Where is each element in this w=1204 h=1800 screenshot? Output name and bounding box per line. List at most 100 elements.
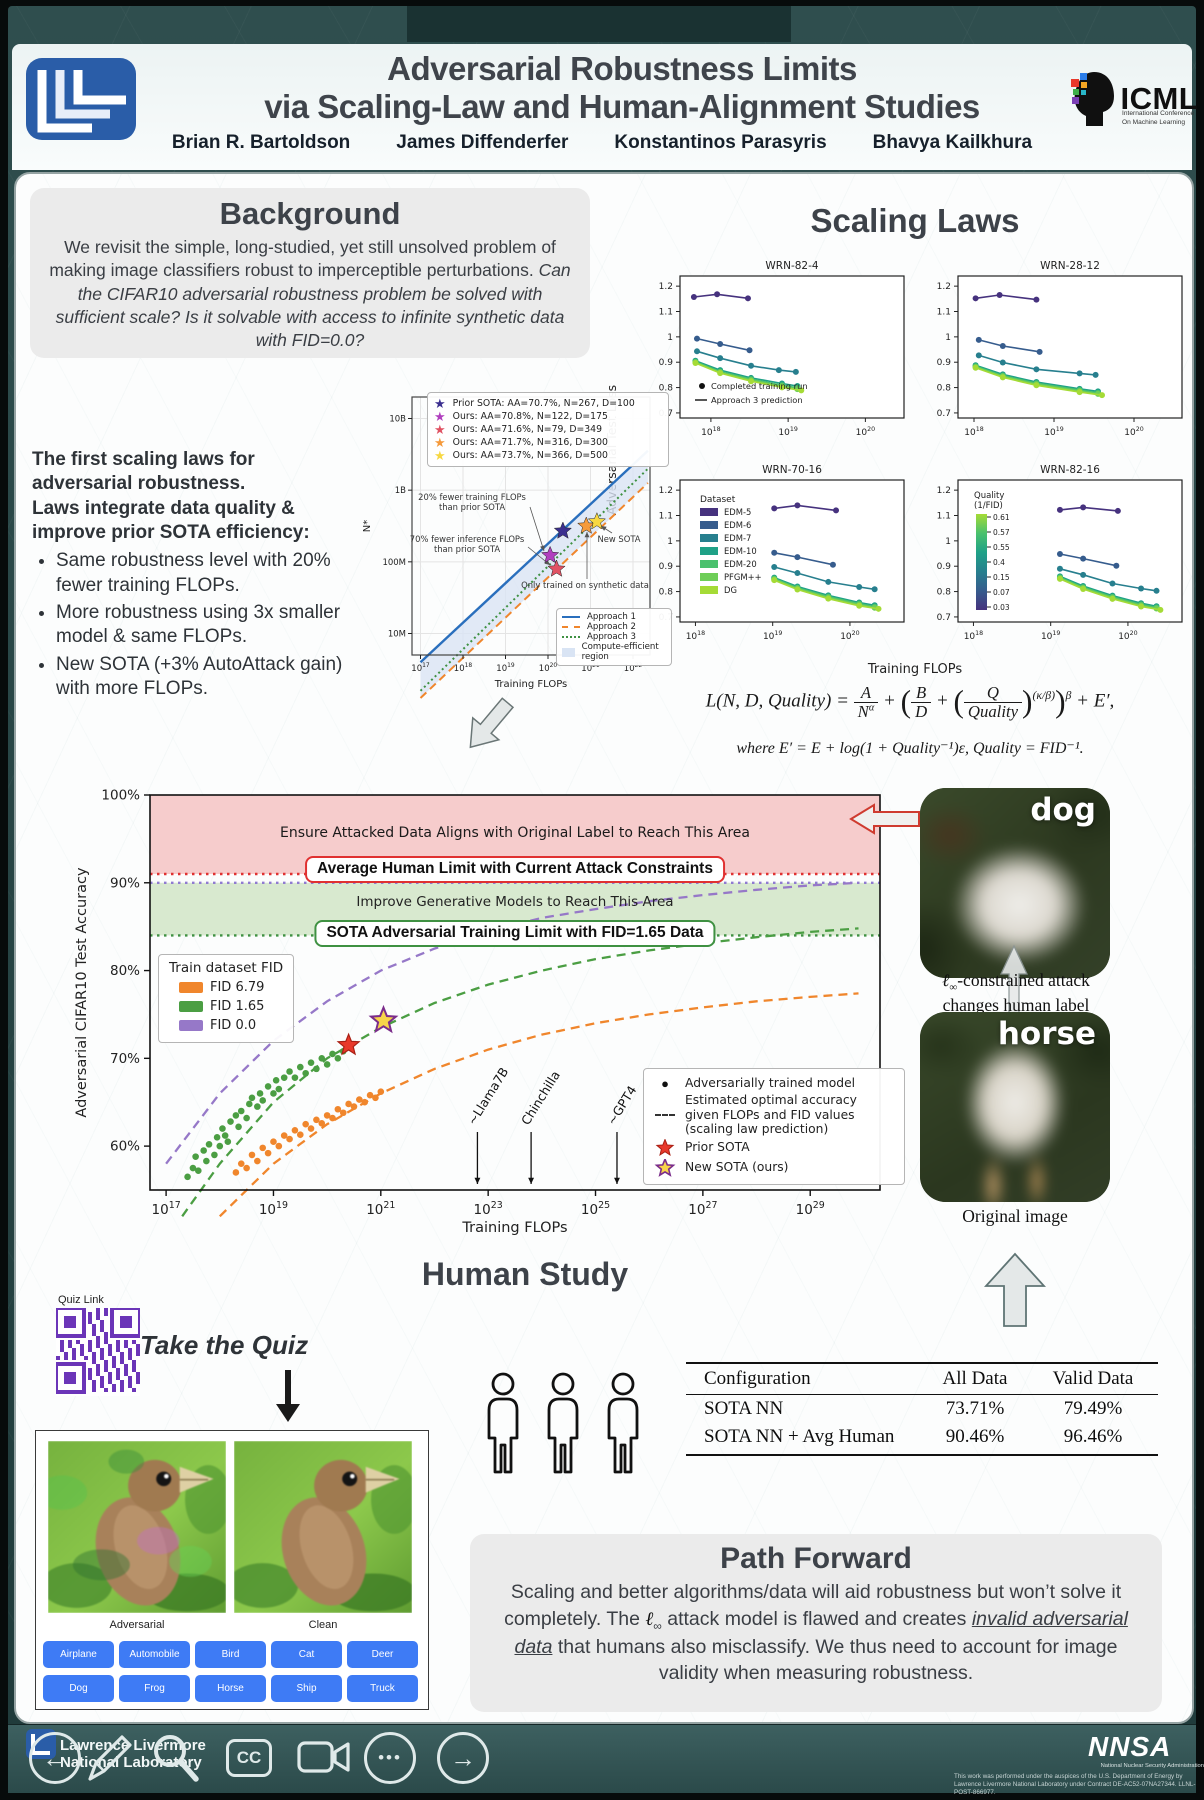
svg-text:100M: 100M — [382, 558, 406, 568]
key-finding-item: Same robustness level with 20% fewer tra… — [56, 549, 354, 598]
forward-button[interactable]: → — [437, 1732, 489, 1784]
background-question: Can the CIFAR10 adversarial robustness p… — [55, 260, 571, 351]
human-limit-label: Average Human Limit with Current Attack … — [305, 856, 725, 883]
class-button-airplane[interactable]: Airplane — [43, 1641, 114, 1668]
subplot-wrn-70-16: WRN-70-160.70.80.911.11.2101810191020Dat… — [640, 462, 912, 667]
class-button-automobile[interactable]: Automobile — [119, 1641, 190, 1668]
svg-text:1020: 1020 — [1118, 630, 1137, 642]
zoom-tool-button[interactable] — [148, 1729, 202, 1785]
legend-entry: ★ Ours: AA=70.8%, N=122, D=175 — [434, 409, 608, 424]
svg-text:0.8: 0.8 — [659, 588, 674, 598]
legend-entry: Estimated optimal accuracy given FLOPs an… — [652, 1093, 896, 1137]
svg-text:1.2: 1.2 — [937, 486, 951, 496]
class-button-ship[interactable]: Ship — [271, 1675, 342, 1702]
fid-legend: Train dataset FID FID 6.79 FID 1.65 FID 0.0 — [158, 954, 295, 1043]
svg-text:1025: 1025 — [581, 1200, 610, 1218]
key-findings-bold1: The first scaling laws for adversarial r… — [32, 449, 255, 495]
class-button-deer[interactable]: Deer — [347, 1641, 418, 1668]
attack-arrow-left-icon — [849, 803, 920, 835]
svg-text:1020: 1020 — [539, 662, 558, 674]
svg-text:Chinchilla: Chinchilla — [518, 1068, 563, 1128]
more-options-button[interactable]: ••• — [364, 1732, 416, 1784]
subplot-svg-WRN-28-12: WRN-28-12 0.7 0.8 0.9 1 1.1 1.2 1018 1019 1020 — [937, 260, 1183, 438]
svg-text:EDM-20: EDM-20 — [724, 559, 757, 569]
svg-text:0.9: 0.9 — [659, 562, 674, 572]
svg-text:Quality: Quality — [974, 491, 1004, 501]
table-row: SOTA NN 73.71% 79.49% — [704, 1398, 1123, 1419]
svg-text:1019: 1019 — [763, 630, 782, 642]
legend-entry: New SOTA (ours) — [652, 1158, 896, 1177]
quiz-image-adversarial — [48, 1441, 226, 1613]
nstar-annotation: Only trained on synthetic data — [521, 580, 649, 590]
back-button[interactable]: ← — [29, 1732, 81, 1784]
svg-text:~GPT4: ~GPT4 — [604, 1083, 640, 1128]
bird-clean-svg — [234, 1441, 412, 1613]
flow-arrow-up-icon — [984, 1252, 1046, 1327]
legend-entry: ★ Ours: AA=71.7%, N=316, D=300 — [434, 435, 608, 450]
svg-text:1017: 1017 — [152, 1200, 181, 1218]
author-name: Bhavya Kailkhura — [872, 132, 1033, 153]
svg-text:(1/FID): (1/FID) — [974, 501, 1003, 511]
equation-lhs: L(N, D, Quality) = — [705, 690, 849, 712]
subplot-svg-WRN-82-16: WRN-82-16 0.7 0.8 0.9 1 1.1 1.2 1018 1019 1020 Qua… — [937, 464, 1183, 642]
quiz-link-label: Quiz Link — [58, 1294, 104, 1306]
draw-tool-button[interactable] — [80, 1727, 138, 1787]
nnsa-logo: NNSA — [1088, 1731, 1172, 1762]
svg-text:1.1: 1.1 — [937, 512, 951, 522]
svg-text:1.1: 1.1 — [937, 308, 951, 318]
sota-limit-label: SOTA Adversarial Training Limit with FID… — [314, 920, 716, 947]
svg-text:Ensure Attacked Data Aligns wi: Ensure Attacked Data Aligns with Origina… — [280, 825, 750, 841]
svg-text:1018: 1018 — [686, 630, 705, 642]
class-button-bird[interactable]: Bird — [195, 1641, 266, 1668]
svg-text:0.9: 0.9 — [937, 562, 952, 572]
quiz-arrow-down-icon — [276, 1370, 300, 1422]
flow-arrow-down-left-icon — [469, 697, 515, 749]
svg-text:EDM-6: EDM-6 — [724, 520, 751, 530]
svg-text:1B: 1B — [395, 486, 406, 496]
svg-text:1018: 1018 — [964, 630, 983, 642]
subplot-wrn-82-16: WRN-82-16 0.7 0.8 0.9 1 1.1 1.2 1018 1019 1020 Qua… — [918, 462, 1190, 667]
svg-text:1019: 1019 — [259, 1200, 288, 1218]
svg-text:0.9: 0.9 — [659, 358, 674, 368]
svg-text:1018: 1018 — [964, 426, 983, 438]
svg-text:0.61: 0.61 — [993, 513, 1010, 522]
viewer-toolbar: Lawrence Livermore National Laboratory ←… — [8, 1724, 1204, 1796]
nstar-approach-legend: Approach 1 Approach 2 Approach 3 Compute-ef… — [556, 608, 672, 666]
dog-label: dog — [1030, 792, 1096, 828]
class-button-cat[interactable]: Cat — [271, 1641, 342, 1668]
subplot-wrn-82-4: WRN-82-40.70.80.911.11.2101810191020Comp… — [640, 258, 912, 463]
svg-text:1019: 1019 — [778, 426, 797, 438]
original-image-horse: horse — [920, 1012, 1110, 1202]
svg-text:70%: 70% — [110, 1051, 140, 1067]
class-button-frog[interactable]: Frog — [119, 1675, 190, 1702]
bird-adversarial-svg — [48, 1441, 226, 1613]
invalid-data-emphasis: invalid adversarial data — [514, 1607, 1128, 1658]
nstar-scaling-plot: 10B1B100M10M101710181019102010211022N*Tr… — [350, 385, 662, 700]
scaling-law-equation: L(N, D, Quality) = A Nα + (B D + (Q Quality… — [705, 683, 1115, 721]
legend-entry: Compute-efficient region — [562, 642, 666, 662]
svg-text:1027: 1027 — [688, 1200, 717, 1218]
svg-text:0.07: 0.07 — [993, 588, 1010, 597]
table-rule — [686, 1454, 1158, 1456]
svg-text:0.4: 0.4 — [993, 558, 1005, 567]
svg-text:0.7: 0.7 — [937, 409, 951, 419]
green-area-label: Improve Generative Models to Reach This … — [356, 894, 674, 910]
legend-entry: Approach 2 — [562, 622, 666, 632]
svg-text:10B: 10B — [389, 415, 406, 425]
svg-text:0.8: 0.8 — [937, 384, 952, 394]
class-button-truck[interactable]: Truck — [347, 1675, 418, 1702]
key-findings-bold2: Laws integrate data quality & improve pr… — [32, 497, 310, 543]
svg-text:1021: 1021 — [366, 1200, 395, 1218]
class-button-dog[interactable]: Dog — [43, 1675, 114, 1702]
legend-entry: FID 6.79 — [169, 978, 283, 997]
class-button-horse[interactable]: Horse — [195, 1675, 266, 1702]
captions-button[interactable]: CC — [226, 1739, 272, 1777]
svg-text:Training FLOPs: Training FLOPs — [494, 679, 568, 690]
svg-text:1023: 1023 — [474, 1200, 503, 1218]
subplot-wrn-28-12: WRN-28-12 0.7 0.8 0.9 1 1.1 1.2 1018 1019 1020 — [918, 258, 1190, 463]
svg-text:WRN-28-12: WRN-28-12 — [1040, 260, 1100, 272]
human-participants-icons — [480, 1372, 660, 1478]
video-button[interactable] — [296, 1735, 352, 1779]
legend-entry: Approach 3 — [562, 632, 666, 642]
background-heading: Background — [219, 196, 401, 231]
